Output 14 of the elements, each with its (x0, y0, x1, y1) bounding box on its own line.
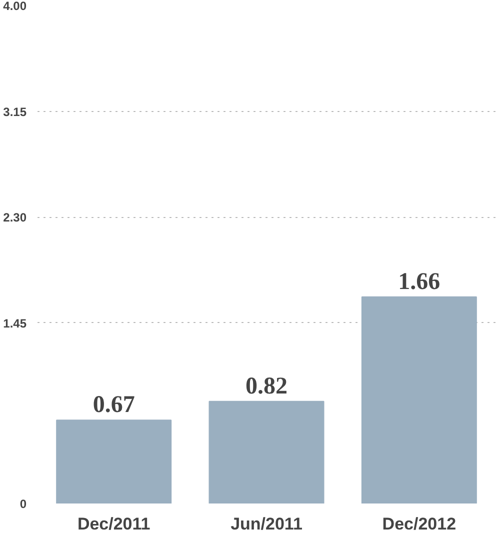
y-tick-label: 1.45 (3, 316, 27, 330)
y-tick-label: 0 (20, 497, 27, 511)
x-tick-label: Dec/2011 (77, 514, 150, 534)
x-tick-label: Jun/2011 (230, 514, 302, 534)
bar (361, 296, 477, 504)
data-label: 0.67 (92, 392, 135, 418)
data-label: 0.82 (246, 373, 288, 400)
y-tick-label: 2.30 (3, 210, 27, 225)
x-tick-label: Dec/2012 (382, 514, 456, 534)
data-label: 1.66 (398, 268, 440, 295)
bar (208, 400, 324, 504)
y-tick-label: 3.15 (3, 104, 27, 119)
bar (56, 420, 172, 504)
y-tick-label: 4.00 (3, 0, 27, 13)
